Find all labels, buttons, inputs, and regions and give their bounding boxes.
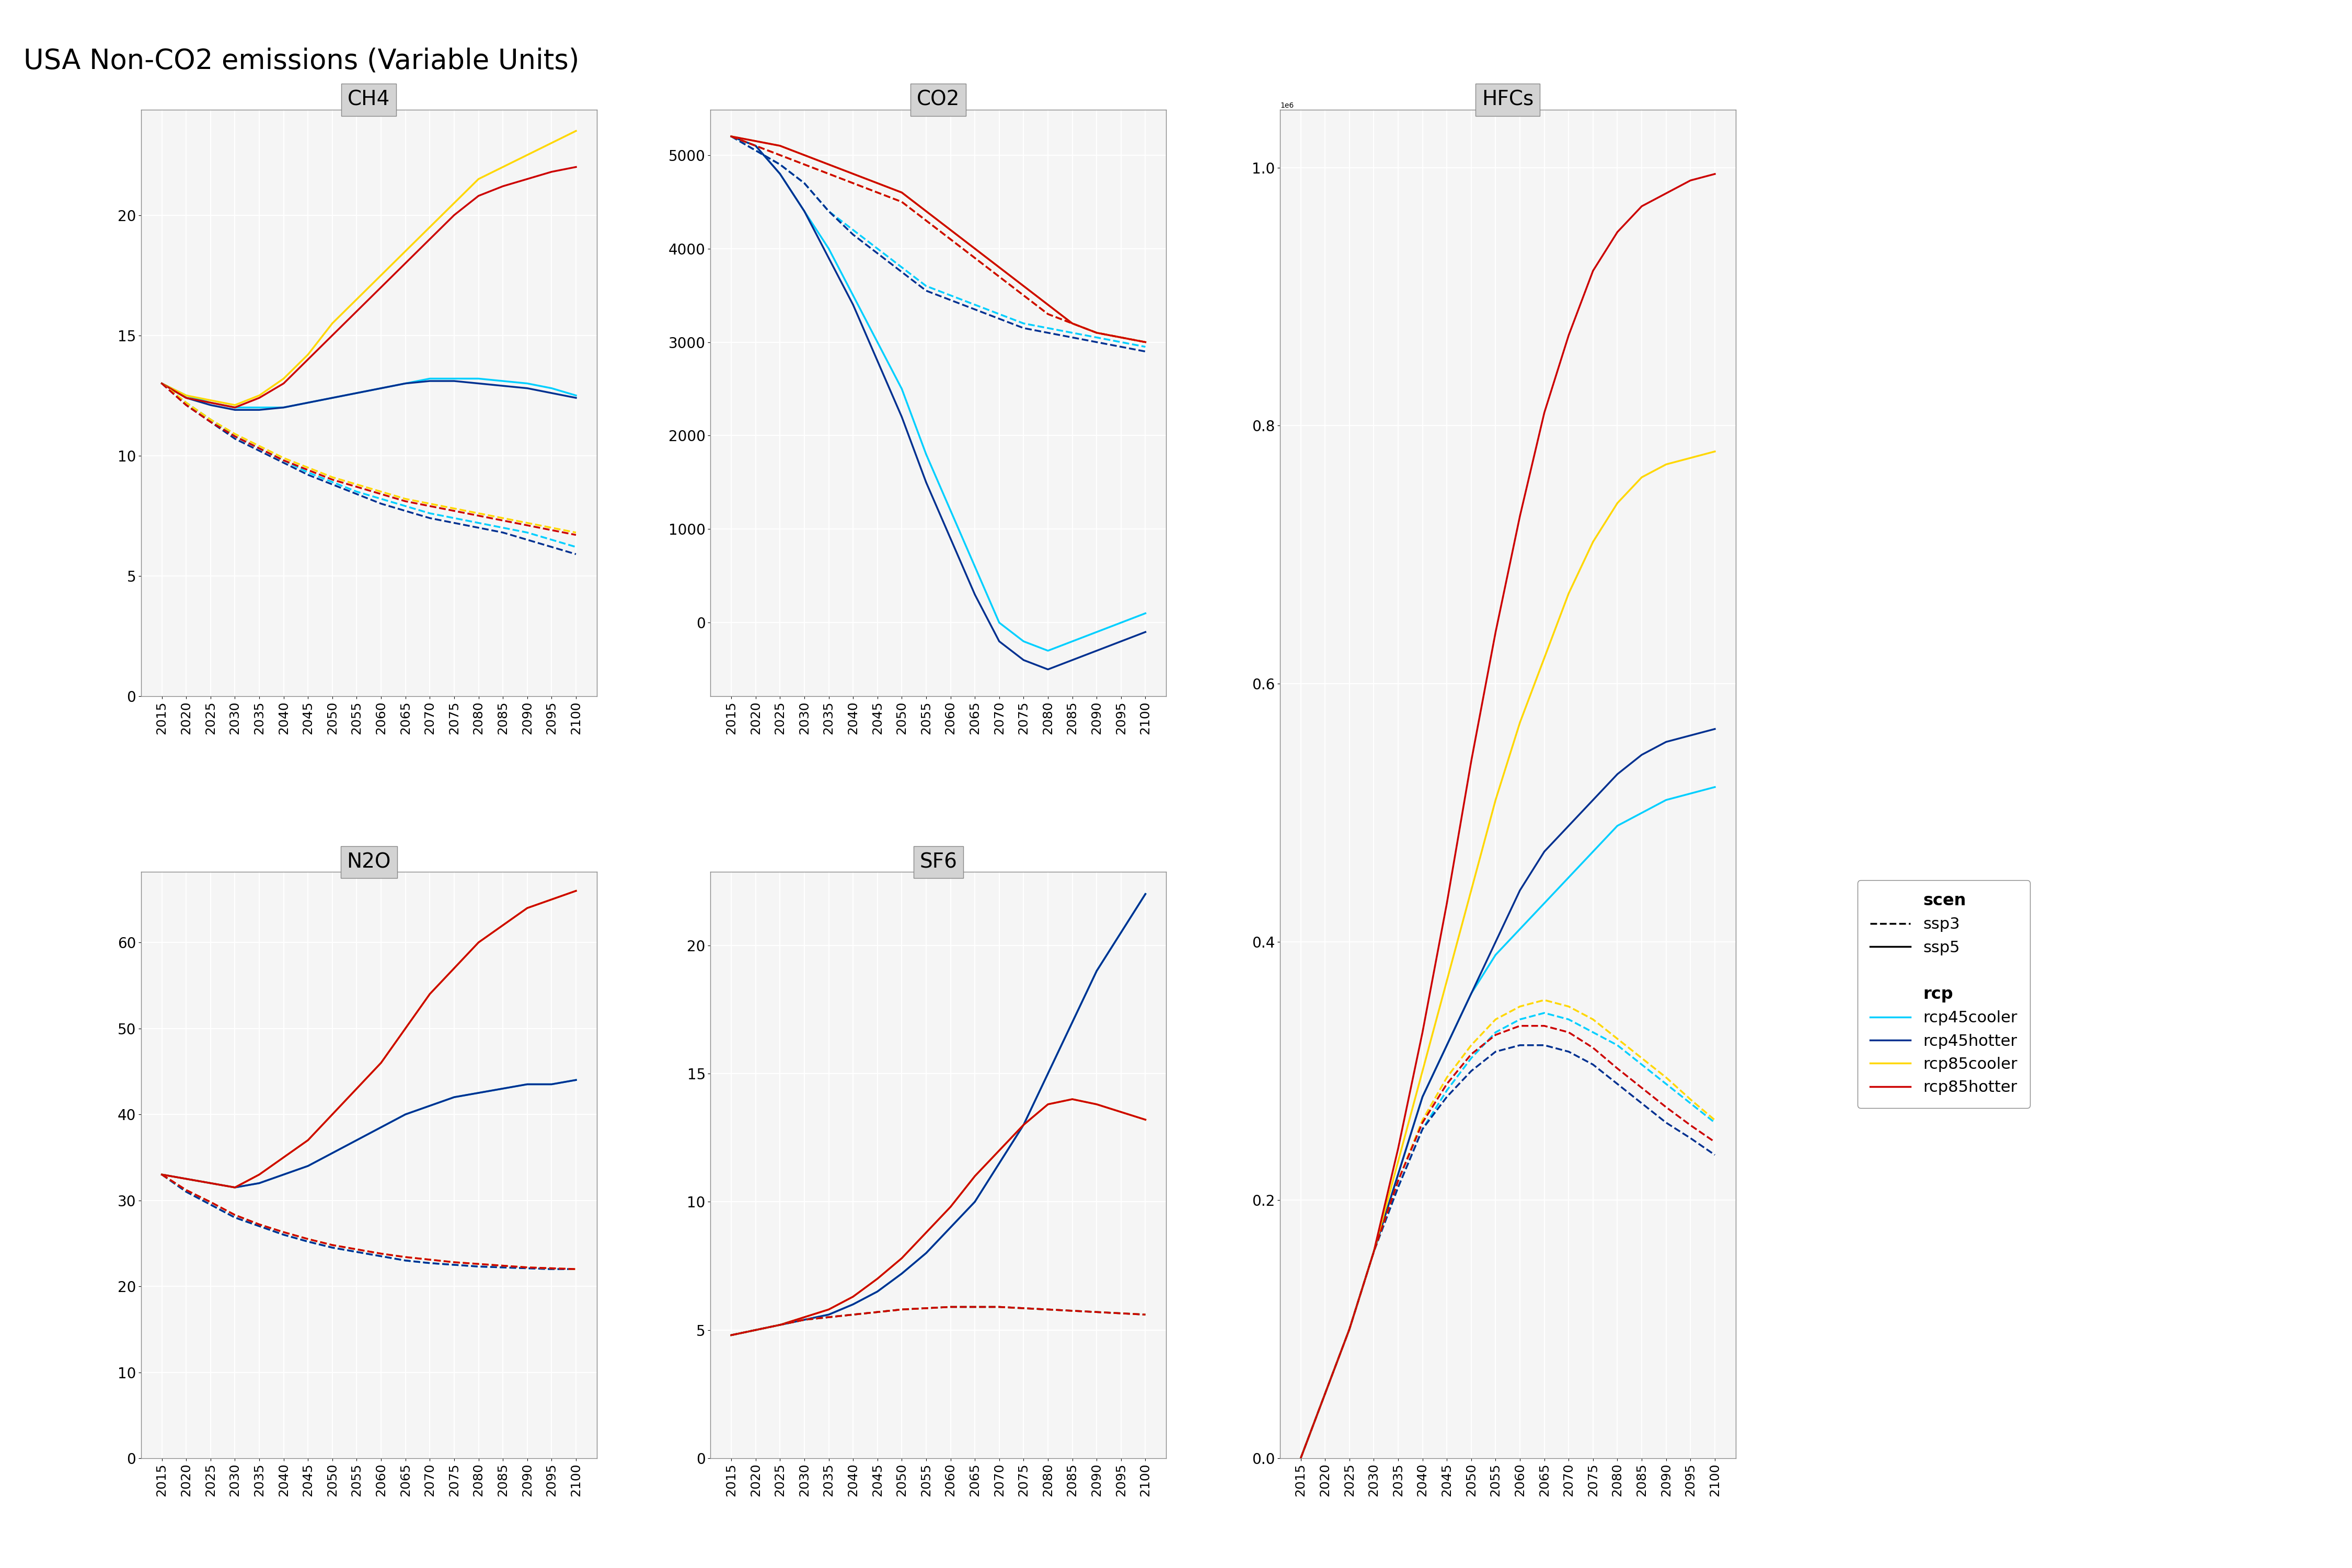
Text: USA Non-CO2 emissions (Variable Units): USA Non-CO2 emissions (Variable Units): [24, 47, 579, 74]
Title: HFCs: HFCs: [1482, 89, 1534, 110]
Legend: scen, ssp3, ssp5, , rcp, rcp45cooler, rcp45hotter, rcp85cooler, rcp85hotter: scen, ssp3, ssp5, , rcp, rcp45cooler, rc…: [1858, 880, 2030, 1109]
Title: CO2: CO2: [917, 89, 960, 110]
Title: SF6: SF6: [920, 851, 957, 872]
Title: CH4: CH4: [348, 89, 390, 110]
Title: N2O: N2O: [346, 851, 390, 872]
